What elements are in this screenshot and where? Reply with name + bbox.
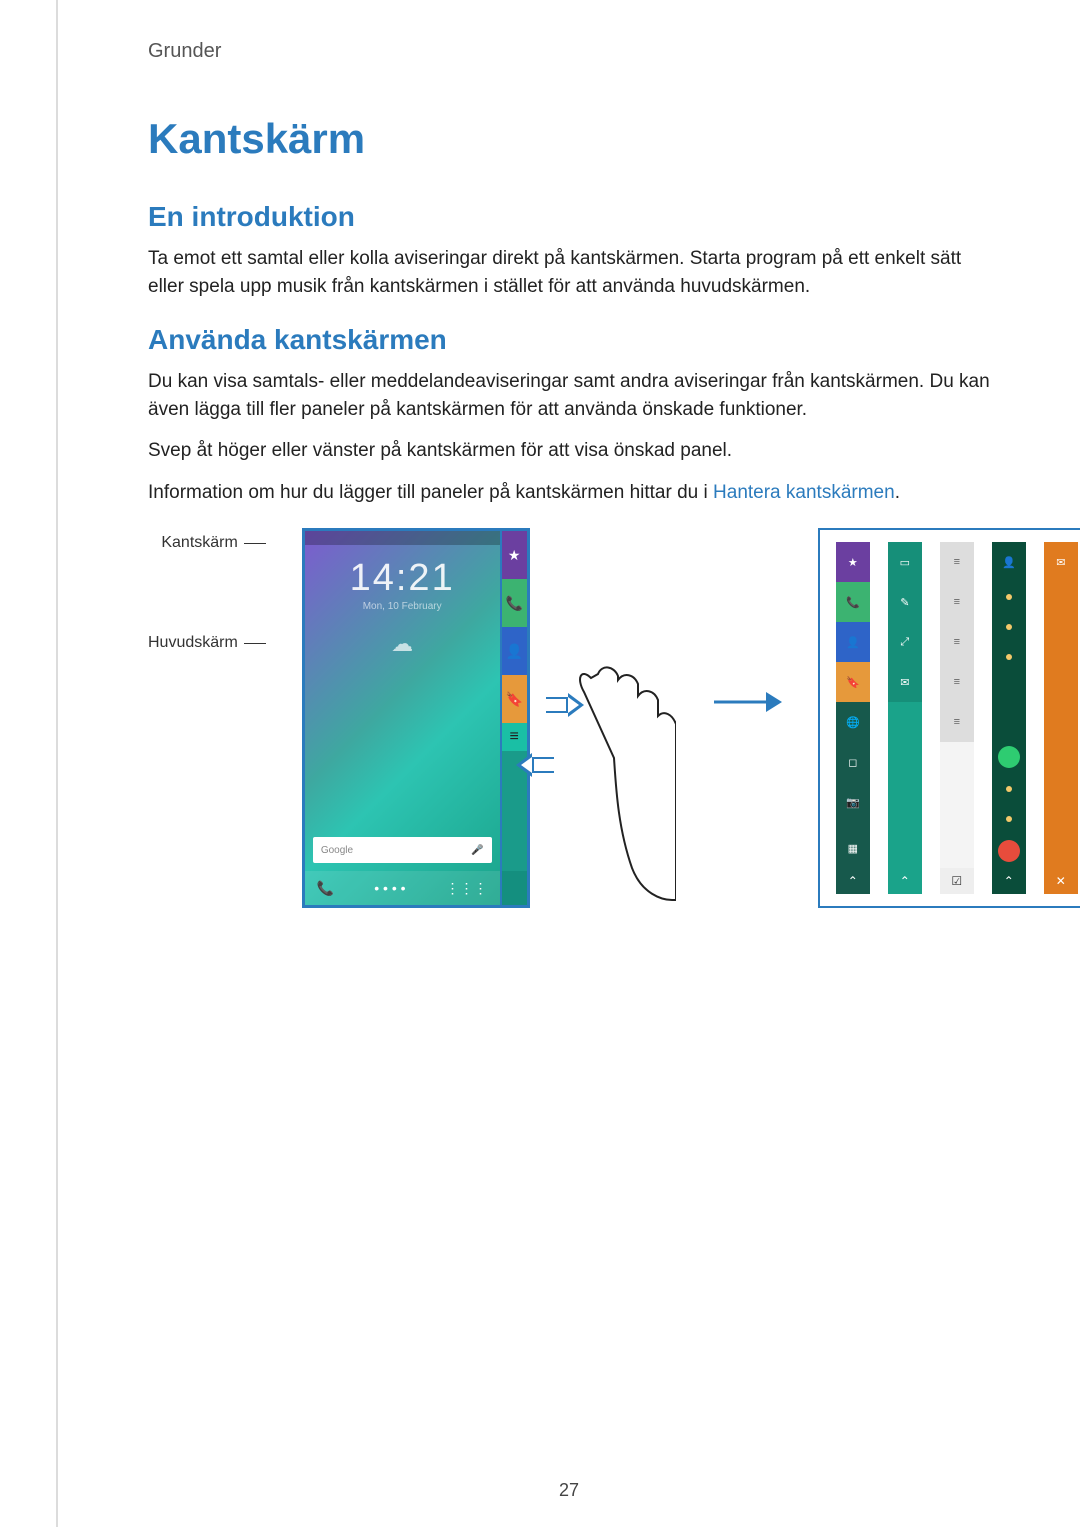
panel-item: ≡ (940, 582, 974, 622)
manage-edge-link[interactable]: Hantera kantskärmen (713, 482, 895, 503)
panel-item: ✎ (888, 582, 922, 622)
panel-dot (1006, 816, 1012, 822)
swipe-right-arrow-icon (546, 693, 584, 717)
mic-icon: 🎤 (471, 845, 483, 856)
label-line (244, 543, 266, 544)
panel-item: ▦ (836, 828, 870, 868)
panel-item: 👤 (992, 542, 1026, 582)
use-paragraph-3-post: . (895, 482, 900, 503)
search-bar: Google 🎤 (313, 837, 492, 863)
apps-panel: ★ 📞 👤 🔖 🌐 ◻ 📷 ▦ ⌃ (836, 542, 870, 894)
swipe-left-arrow-icon (516, 753, 554, 777)
panel-item: ≡ (940, 662, 974, 702)
wallpaper: 14:21 Mon, 10 February ☁ Google 🎤 📞 • • … (305, 531, 500, 905)
transition-arrow-icon (712, 688, 782, 716)
panel-footer: ☑ (940, 868, 974, 894)
clock-time: 14:21 (350, 557, 455, 600)
use-paragraph-3: Information om hur du lägger till panele… (148, 479, 990, 507)
panel-item: 📞 (836, 582, 870, 622)
panel-footer: ⌃ (836, 868, 870, 894)
page: Grunder Kantskärm En introduktion Ta emo… (56, 0, 1080, 1527)
panel-fill (940, 742, 974, 868)
phone-mock: 14:21 Mon, 10 February ☁ Google 🎤 📞 • • … (302, 528, 530, 908)
section-heading-use: Använda kantskärmen (148, 324, 990, 356)
call-accept-icon (998, 746, 1020, 768)
apps-icon: ⋮⋮⋮ (446, 880, 488, 897)
label-main: Huvudskärm (148, 634, 266, 652)
search-placeholder: Google (321, 845, 353, 856)
label-main-text: Huvudskärm (148, 634, 238, 652)
phone-icon: 📞 (317, 880, 334, 897)
panel-dot (1006, 654, 1012, 660)
panel-footer: ⌃ (888, 868, 922, 894)
main-screen: 14:21 Mon, 10 February ☁ Google 🎤 📞 • • … (305, 531, 500, 905)
label-edge: Kantskärm (148, 534, 266, 552)
section-heading-intro: En introduktion (148, 201, 990, 233)
panel-item: ◻ (836, 742, 870, 782)
panel-footer: ✕ (1044, 868, 1078, 894)
panel-item: ▭ (888, 542, 922, 582)
page-title: Kantskärm (148, 115, 990, 163)
notes-panel: ≡ ≡ ≡ ≡ ≡ ☑ (940, 542, 974, 894)
use-paragraph-2: Svep åt höger eller vänster på kantskärm… (148, 437, 990, 465)
panel-item: ★ (836, 542, 870, 582)
call-panel: 👤 ⌃ (992, 542, 1026, 894)
edge-item-phone: 📞 (502, 579, 527, 627)
status-bar (305, 531, 500, 545)
hand-illustration (566, 528, 676, 908)
panel-item: 📷 (836, 782, 870, 822)
hand-icon (566, 528, 676, 908)
dots-indicator: • • • • (374, 880, 405, 896)
edge-handle: ≡ (502, 723, 527, 751)
label-edge-text: Kantskärm (161, 534, 237, 552)
orange-panel: ✉ ✕ (1044, 542, 1078, 894)
running-header: Grunder (148, 40, 990, 63)
intro-paragraph: Ta emot ett samtal eller kolla avisering… (148, 245, 990, 300)
label-line (244, 643, 266, 644)
panel-footer: ⌃ (992, 868, 1026, 894)
edge-item-contact: 👤 (502, 627, 527, 675)
panel-item: 🔖 (836, 662, 870, 702)
edge-foot (502, 871, 527, 905)
panel-fill (888, 702, 922, 868)
panel-item: ✉ (888, 662, 922, 702)
panel-item: ⤢ (888, 622, 922, 662)
panel-item: ≡ (940, 542, 974, 582)
panel-dot (1006, 624, 1012, 630)
nav-row: 📞 • • • • ⋮⋮⋮ (305, 871, 500, 905)
panel-fill (1044, 582, 1078, 868)
figure: Kantskärm Huvudskärm 14:21 Mon, 10 Febru… (148, 528, 990, 908)
panel-item: ✉ (1044, 542, 1078, 582)
page-number: 27 (559, 1480, 579, 1501)
edge-item-tag: 🔖 (502, 675, 527, 723)
edge-screen: ★ 📞 👤 🔖 ≡ (500, 531, 527, 905)
use-paragraph-1: Du kan visa samtals- eller meddelandeavi… (148, 368, 990, 423)
panel-item: 👤 (836, 622, 870, 662)
figure-labels: Kantskärm Huvudskärm (148, 528, 266, 652)
panel-fill (992, 672, 1026, 740)
panels-preview: ★ 📞 👤 🔖 🌐 ◻ 📷 ▦ ⌃ ▭ ✎ ⤢ ✉ ⌃ ≡ (818, 528, 1080, 908)
panel-item: ≡ (940, 622, 974, 662)
panel-dot (1006, 786, 1012, 792)
use-paragraph-3-pre: Information om hur du lägger till panele… (148, 482, 713, 503)
panel-item: 🌐 (836, 702, 870, 742)
edge-item-star: ★ (502, 531, 527, 579)
call-decline-icon (998, 840, 1020, 862)
panel-dot (1006, 594, 1012, 600)
panel-item: ≡ (940, 702, 974, 742)
clock-date: Mon, 10 February (363, 601, 442, 612)
weather-icon: ☁ (391, 631, 413, 657)
widgets-panel: ▭ ✎ ⤢ ✉ ⌃ (888, 542, 922, 894)
